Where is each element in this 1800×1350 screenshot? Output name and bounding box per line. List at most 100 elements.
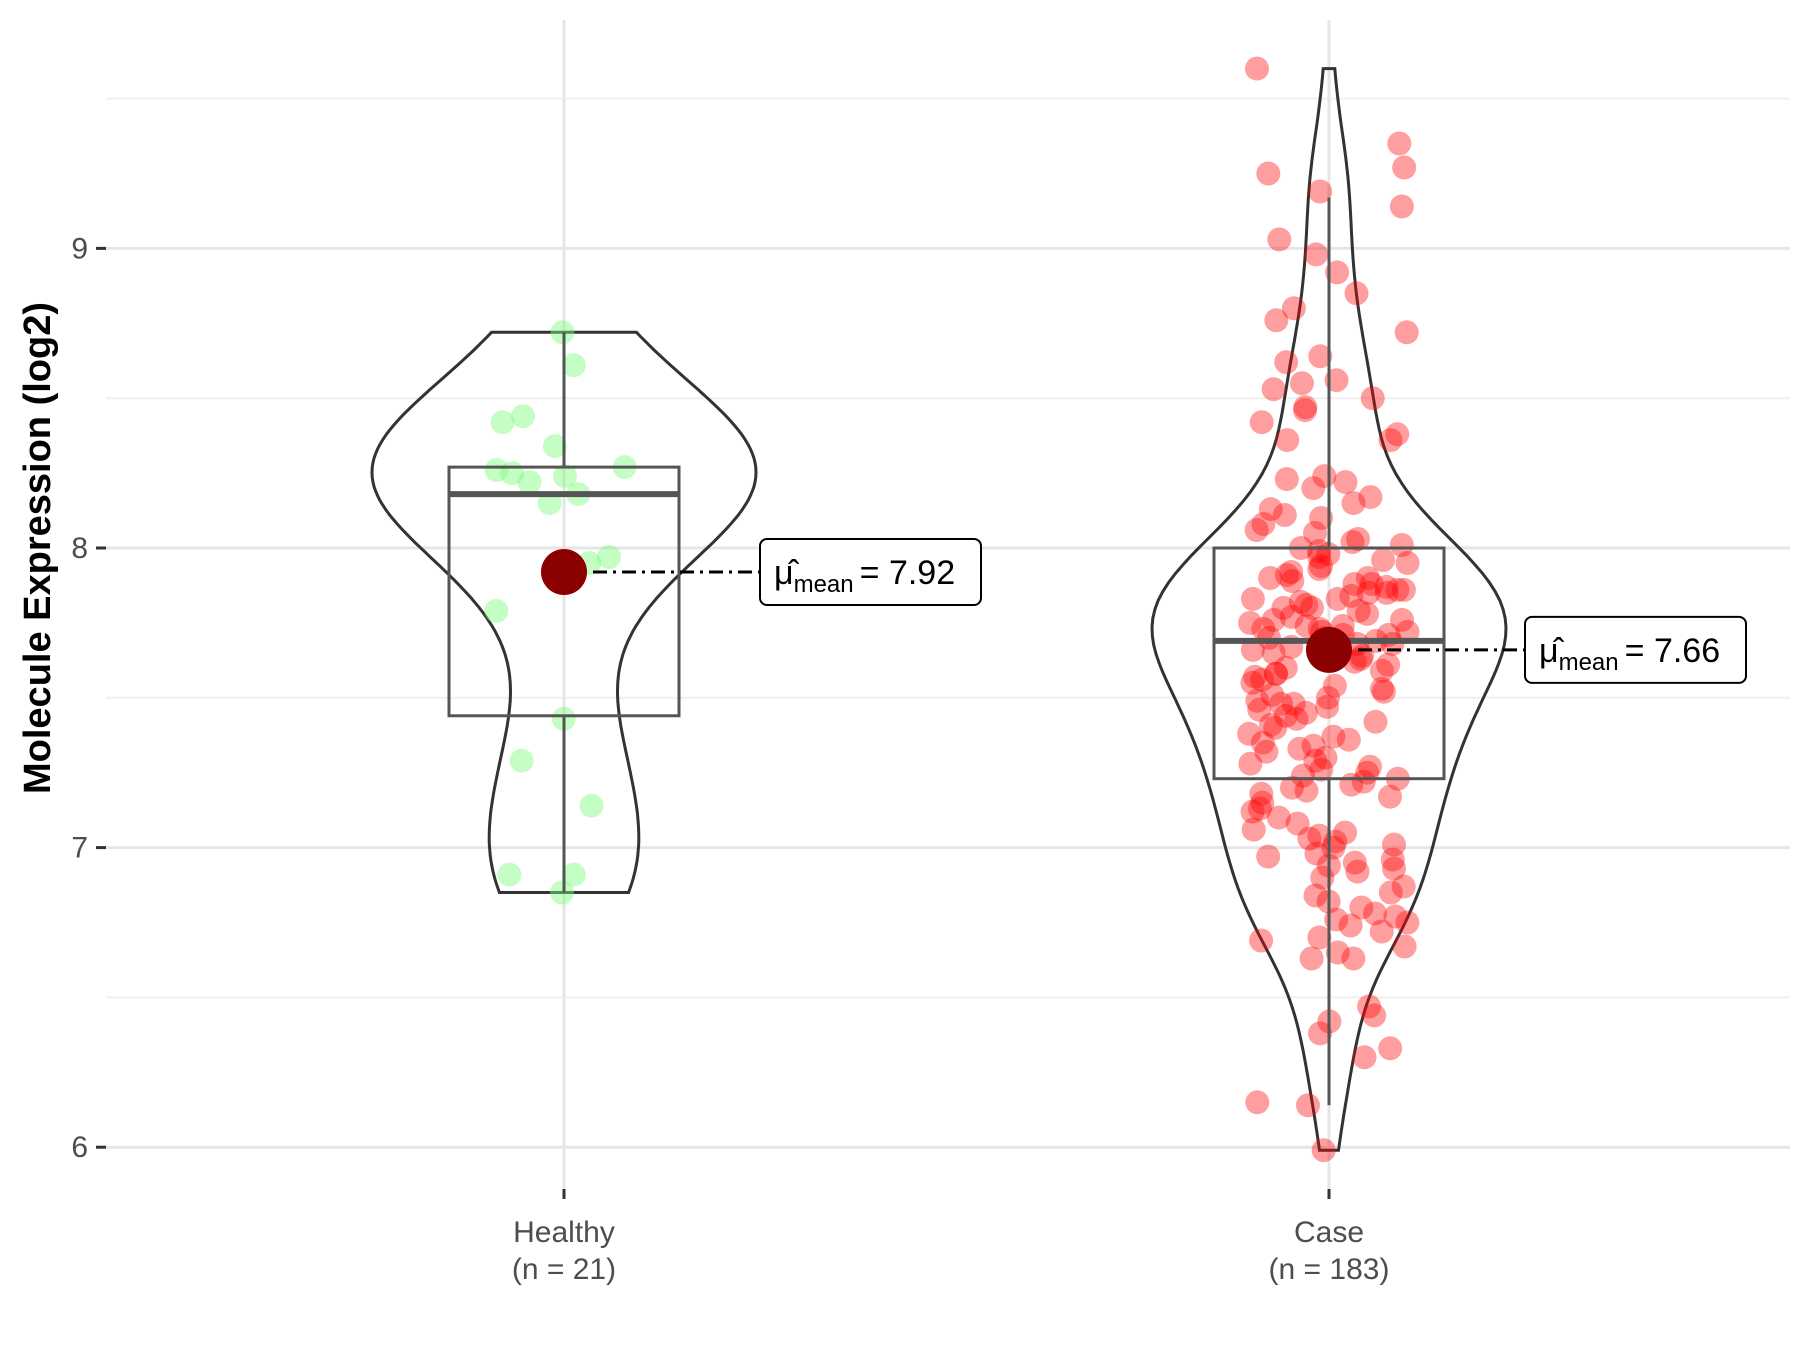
data-point	[1342, 572, 1367, 596]
violin-healthy	[370, 330, 758, 894]
data-point	[1258, 712, 1283, 737]
data-point	[1394, 320, 1419, 345]
data-point	[1300, 595, 1324, 620]
data-point	[1294, 592, 1319, 617]
data-point	[1288, 589, 1313, 614]
y-tick-label: 8	[71, 532, 88, 565]
data-point	[1269, 691, 1293, 716]
data-point	[1251, 616, 1276, 641]
data-point	[1341, 491, 1366, 516]
data-point	[1241, 817, 1266, 842]
data-point	[1380, 631, 1405, 656]
data-point	[1390, 607, 1414, 632]
data-point	[1358, 485, 1383, 510]
data-point	[1340, 530, 1365, 554]
x-tick-count-label: (n = 21)	[512, 1253, 616, 1286]
data-point	[1315, 694, 1340, 719]
data-point	[1250, 790, 1275, 815]
data-point	[1309, 554, 1334, 578]
data-point	[1333, 470, 1358, 495]
data-point	[561, 862, 586, 887]
data-point	[1378, 880, 1403, 905]
data-point	[1271, 595, 1296, 620]
data-point	[1308, 344, 1333, 369]
mean-markers: μ̂mean = 7.92μ̂mean = 7.66	[541, 537, 1747, 684]
data-point	[1285, 811, 1310, 836]
data-point	[1313, 745, 1338, 770]
data-point	[517, 470, 542, 495]
data-point	[1245, 56, 1269, 81]
data-point	[1363, 901, 1387, 926]
data-point	[1311, 1138, 1336, 1163]
data-point	[1307, 925, 1332, 950]
y-tick-label: 9	[71, 232, 88, 265]
data-point	[1261, 377, 1286, 402]
data-point	[1378, 1036, 1403, 1061]
box-healthy	[447, 465, 681, 718]
data-point	[1355, 601, 1379, 626]
data-point	[1322, 673, 1347, 698]
data-point	[1301, 476, 1326, 501]
data-point	[1395, 551, 1420, 575]
data-point	[1341, 946, 1366, 971]
y-tick-label: 6	[71, 1131, 88, 1164]
data-point	[1304, 841, 1329, 866]
data-point	[542, 434, 567, 459]
data-point	[1280, 569, 1305, 593]
violins	[370, 67, 1508, 1152]
data-point	[1348, 646, 1373, 671]
data-point	[490, 410, 515, 435]
data-point	[1279, 604, 1304, 629]
data-point	[1374, 580, 1399, 605]
data-point	[1349, 895, 1374, 920]
data-point	[1281, 296, 1306, 321]
data-point	[1243, 664, 1267, 689]
data-point	[1264, 661, 1288, 686]
data-point	[1385, 422, 1410, 447]
data-point	[1237, 721, 1262, 746]
data-point	[1249, 781, 1274, 806]
data-point	[1356, 580, 1381, 605]
data-point	[1293, 700, 1318, 725]
data-point	[1339, 583, 1364, 608]
data-point	[1304, 242, 1329, 267]
data-point	[1240, 637, 1265, 662]
data-point	[1336, 727, 1361, 752]
data-point	[1263, 715, 1288, 740]
data-point	[1258, 497, 1283, 522]
data-point	[1245, 688, 1270, 713]
x-tick-label: Healthy	[513, 1216, 615, 1249]
data-point	[1325, 260, 1350, 285]
data-point	[1383, 904, 1408, 929]
data-point	[1274, 350, 1299, 375]
data-point	[1273, 655, 1298, 680]
data-point	[1307, 823, 1332, 848]
data-point	[1296, 1093, 1320, 1118]
data-point	[1238, 751, 1263, 776]
data-point	[484, 598, 509, 623]
data-point	[1289, 371, 1314, 396]
data-point	[1358, 754, 1382, 779]
data-point	[537, 491, 562, 516]
data-point	[1264, 661, 1288, 686]
data-point	[1385, 577, 1410, 602]
data-point	[1301, 733, 1326, 758]
x-tick-label: Case	[1294, 1216, 1364, 1249]
data-point	[1291, 763, 1315, 788]
data-point	[1250, 667, 1275, 692]
mean-label-box	[1524, 615, 1747, 684]
data-point	[511, 404, 535, 429]
data-point	[1254, 739, 1279, 764]
data-point	[1387, 131, 1412, 156]
data-point	[1256, 161, 1281, 186]
data-point	[1369, 676, 1394, 701]
data-point	[1294, 778, 1319, 803]
data-point	[1344, 281, 1369, 306]
data-point	[1274, 467, 1299, 492]
data-point	[1267, 227, 1292, 252]
data-point	[1249, 928, 1274, 953]
data-point	[1342, 850, 1367, 875]
data-point	[1339, 772, 1364, 797]
data-point	[1351, 769, 1376, 794]
data-point	[597, 545, 621, 569]
